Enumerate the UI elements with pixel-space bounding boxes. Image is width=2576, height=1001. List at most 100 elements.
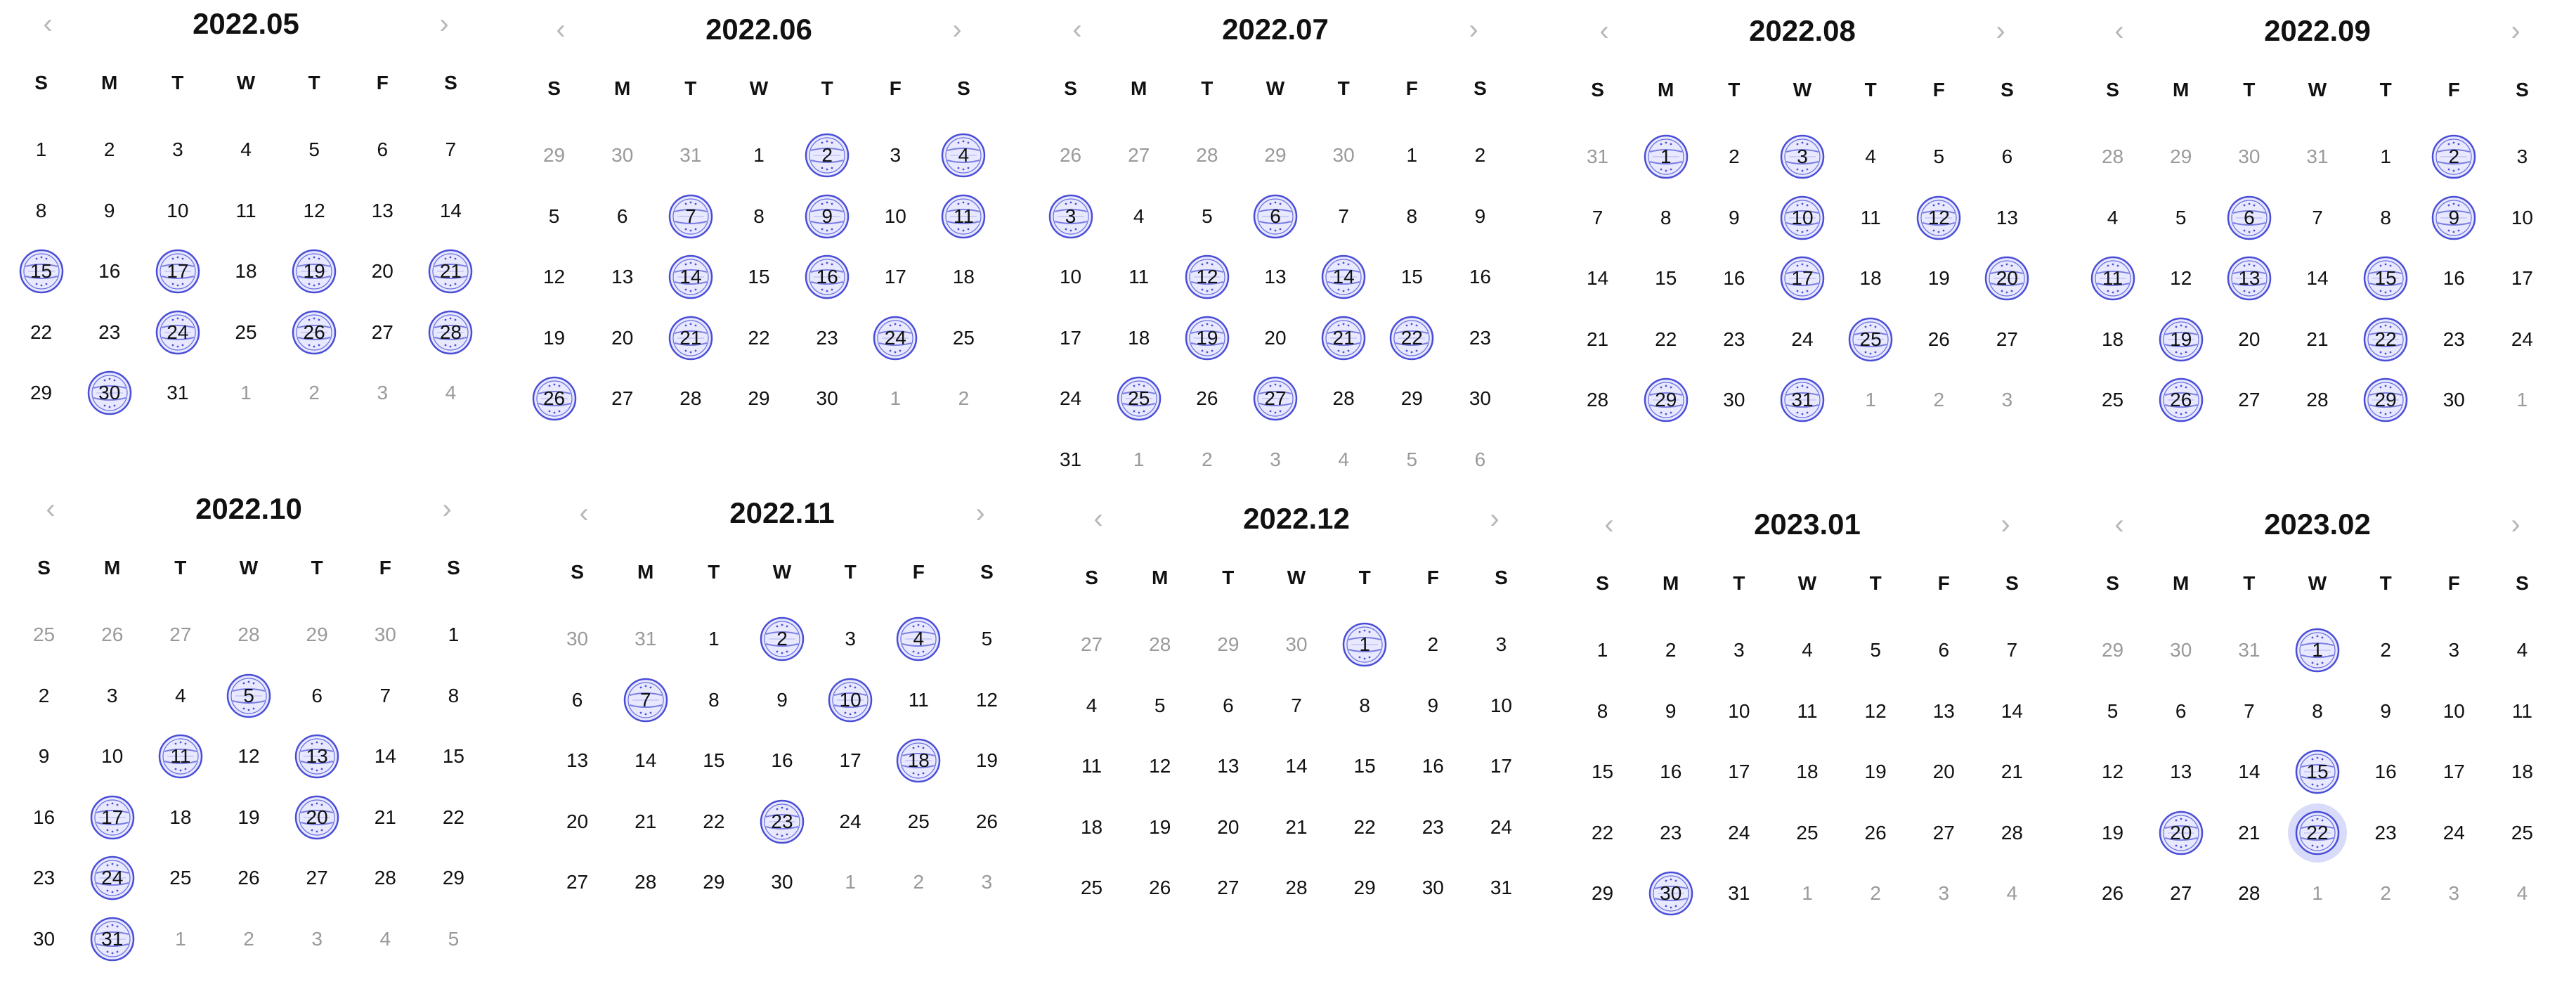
day-cell[interactable]: 20 bbox=[543, 792, 611, 853]
prev-month-button[interactable]: ‹ bbox=[568, 498, 599, 529]
adjacent-month-day[interactable]: 4 bbox=[1978, 863, 2046, 924]
adjacent-month-day[interactable]: 2 bbox=[1173, 430, 1241, 491]
prev-month-button[interactable]: ‹ bbox=[2104, 15, 2135, 46]
day-cell[interactable]: 22 bbox=[419, 787, 488, 848]
adjacent-month-day[interactable]: 2 bbox=[280, 363, 349, 424]
day-cell[interactable]: 22 bbox=[2352, 309, 2420, 370]
day-cell[interactable]: 19 bbox=[2147, 309, 2215, 370]
day-cell[interactable]: 20 bbox=[1194, 797, 1262, 858]
adjacent-month-day[interactable]: 29 bbox=[1241, 125, 1309, 186]
day-cell[interactable]: 25 bbox=[1058, 858, 1126, 919]
day-cell[interactable]: 8 bbox=[724, 186, 793, 247]
day-cell[interactable]: 19 bbox=[1842, 742, 1910, 803]
day-cell[interactable]: 21 bbox=[2215, 803, 2283, 864]
day-cell[interactable]: 25 bbox=[1773, 803, 1841, 864]
day-cell[interactable]: 10 bbox=[78, 726, 146, 787]
day-cell[interactable]: 20 bbox=[2147, 803, 2215, 864]
day-cell[interactable]: 7 bbox=[2283, 188, 2351, 249]
day-cell[interactable]: 16 bbox=[1399, 736, 1467, 797]
prev-month-button[interactable]: ‹ bbox=[1062, 14, 1093, 45]
adjacent-month-day[interactable]: 30 bbox=[588, 125, 656, 186]
adjacent-month-day[interactable]: 2 bbox=[930, 368, 998, 430]
day-cell[interactable]: 11 bbox=[146, 726, 214, 787]
day-cell[interactable]: 30 bbox=[748, 852, 816, 913]
day-cell[interactable]: 13 bbox=[1241, 247, 1309, 308]
day-cell[interactable]: 19 bbox=[1173, 308, 1241, 369]
adjacent-month-day[interactable]: 3 bbox=[283, 909, 351, 970]
day-cell[interactable]: 15 bbox=[1632, 248, 1700, 309]
day-cell[interactable]: 12 bbox=[2079, 742, 2147, 803]
adjacent-month-day[interactable]: 29 bbox=[520, 125, 588, 186]
day-cell[interactable]: 1 bbox=[2283, 620, 2351, 681]
day-cell[interactable]: 24 bbox=[817, 792, 885, 853]
day-cell[interactable]: 26 bbox=[520, 368, 588, 430]
adjacent-month-day[interactable]: 29 bbox=[283, 605, 351, 666]
day-cell[interactable]: 18 bbox=[1105, 308, 1173, 369]
adjacent-month-day[interactable]: 26 bbox=[1036, 125, 1105, 186]
next-month-button[interactable]: › bbox=[1479, 503, 1510, 534]
day-cell[interactable]: 17 bbox=[1705, 742, 1773, 803]
day-cell[interactable]: 17 bbox=[78, 787, 146, 848]
day-cell[interactable]: 29 bbox=[1378, 368, 1446, 430]
adjacent-month-day[interactable]: 28 bbox=[1126, 614, 1194, 676]
day-cell[interactable]: 9 bbox=[1637, 681, 1705, 742]
adjacent-month-day[interactable]: 30 bbox=[543, 609, 611, 670]
day-cell[interactable]: 29 bbox=[2352, 370, 2420, 431]
adjacent-month-day[interactable]: 25 bbox=[10, 605, 78, 666]
day-cell[interactable]: 31 bbox=[1467, 858, 1535, 919]
day-cell[interactable]: 1 bbox=[419, 605, 488, 666]
day-cell[interactable]: 21 bbox=[611, 792, 679, 853]
day-cell[interactable]: 5 bbox=[214, 666, 282, 727]
day-cell[interactable]: 23 bbox=[1446, 308, 1514, 369]
day-cell[interactable]: 25 bbox=[2488, 803, 2556, 864]
day-cell[interactable]: 1 bbox=[2352, 127, 2420, 188]
day-cell[interactable]: 6 bbox=[2215, 188, 2283, 249]
day-cell[interactable]: 13 bbox=[2215, 248, 2283, 309]
day-cell[interactable]: 23 bbox=[793, 308, 861, 369]
day-cell[interactable]: 29 bbox=[419, 848, 488, 909]
day-cell[interactable]: 15 bbox=[419, 726, 488, 787]
adjacent-month-day[interactable]: 30 bbox=[2215, 127, 2283, 188]
day-cell[interactable]: 2 bbox=[1700, 127, 1768, 188]
day-cell[interactable]: 5 bbox=[1905, 127, 1973, 188]
day-cell[interactable]: 8 bbox=[419, 666, 488, 727]
adjacent-month-day[interactable]: 1 bbox=[1837, 370, 1905, 431]
day-cell[interactable]: 14 bbox=[611, 730, 679, 792]
day-cell[interactable]: 1 bbox=[1378, 125, 1446, 186]
day-cell[interactable]: 23 bbox=[1700, 309, 1768, 370]
day-cell[interactable]: 17 bbox=[1467, 736, 1535, 797]
day-cell[interactable]: 23 bbox=[748, 792, 816, 853]
day-cell[interactable]: 9 bbox=[1399, 676, 1467, 737]
day-cell[interactable]: 6 bbox=[588, 186, 656, 247]
day-cell[interactable]: 15 bbox=[1568, 742, 1637, 803]
day-cell[interactable]: 24 bbox=[1768, 309, 1836, 370]
day-cell[interactable]: 31 bbox=[143, 363, 212, 424]
day-cell[interactable]: 12 bbox=[1842, 681, 1910, 742]
day-cell[interactable]: 13 bbox=[588, 247, 656, 308]
day-cell[interactable]: 21 bbox=[2283, 309, 2351, 370]
day-cell[interactable]: 21 bbox=[417, 241, 485, 302]
adjacent-month-day[interactable]: 29 bbox=[1194, 614, 1262, 676]
adjacent-month-day[interactable]: 4 bbox=[2488, 863, 2556, 924]
day-cell[interactable]: 24 bbox=[1705, 803, 1773, 864]
adjacent-month-day[interactable]: 5 bbox=[1378, 430, 1446, 491]
day-cell[interactable]: 27 bbox=[2215, 370, 2283, 431]
day-cell[interactable]: 6 bbox=[543, 670, 611, 731]
day-cell[interactable]: 9 bbox=[2352, 681, 2420, 742]
day-cell[interactable]: 16 bbox=[1637, 742, 1705, 803]
day-cell[interactable]: 22 bbox=[679, 792, 748, 853]
day-cell[interactable]: 10 bbox=[1768, 188, 1836, 249]
day-cell[interactable]: 11 bbox=[2079, 248, 2147, 309]
day-cell[interactable]: 24 bbox=[78, 848, 146, 909]
day-cell[interactable]: 9 bbox=[10, 726, 78, 787]
day-cell[interactable]: 22 bbox=[1331, 797, 1399, 858]
next-month-button[interactable]: › bbox=[942, 14, 972, 45]
day-cell[interactable]: 28 bbox=[1310, 368, 1378, 430]
adjacent-month-day[interactable]: 28 bbox=[1173, 125, 1241, 186]
day-cell[interactable]: 12 bbox=[1173, 247, 1241, 308]
day-cell[interactable]: 15 bbox=[2352, 248, 2420, 309]
adjacent-month-day[interactable]: 2 bbox=[885, 852, 953, 913]
day-cell[interactable]: 20 bbox=[2215, 309, 2283, 370]
prev-month-button[interactable]: ‹ bbox=[35, 493, 66, 524]
day-cell[interactable]: 23 bbox=[1399, 797, 1467, 858]
